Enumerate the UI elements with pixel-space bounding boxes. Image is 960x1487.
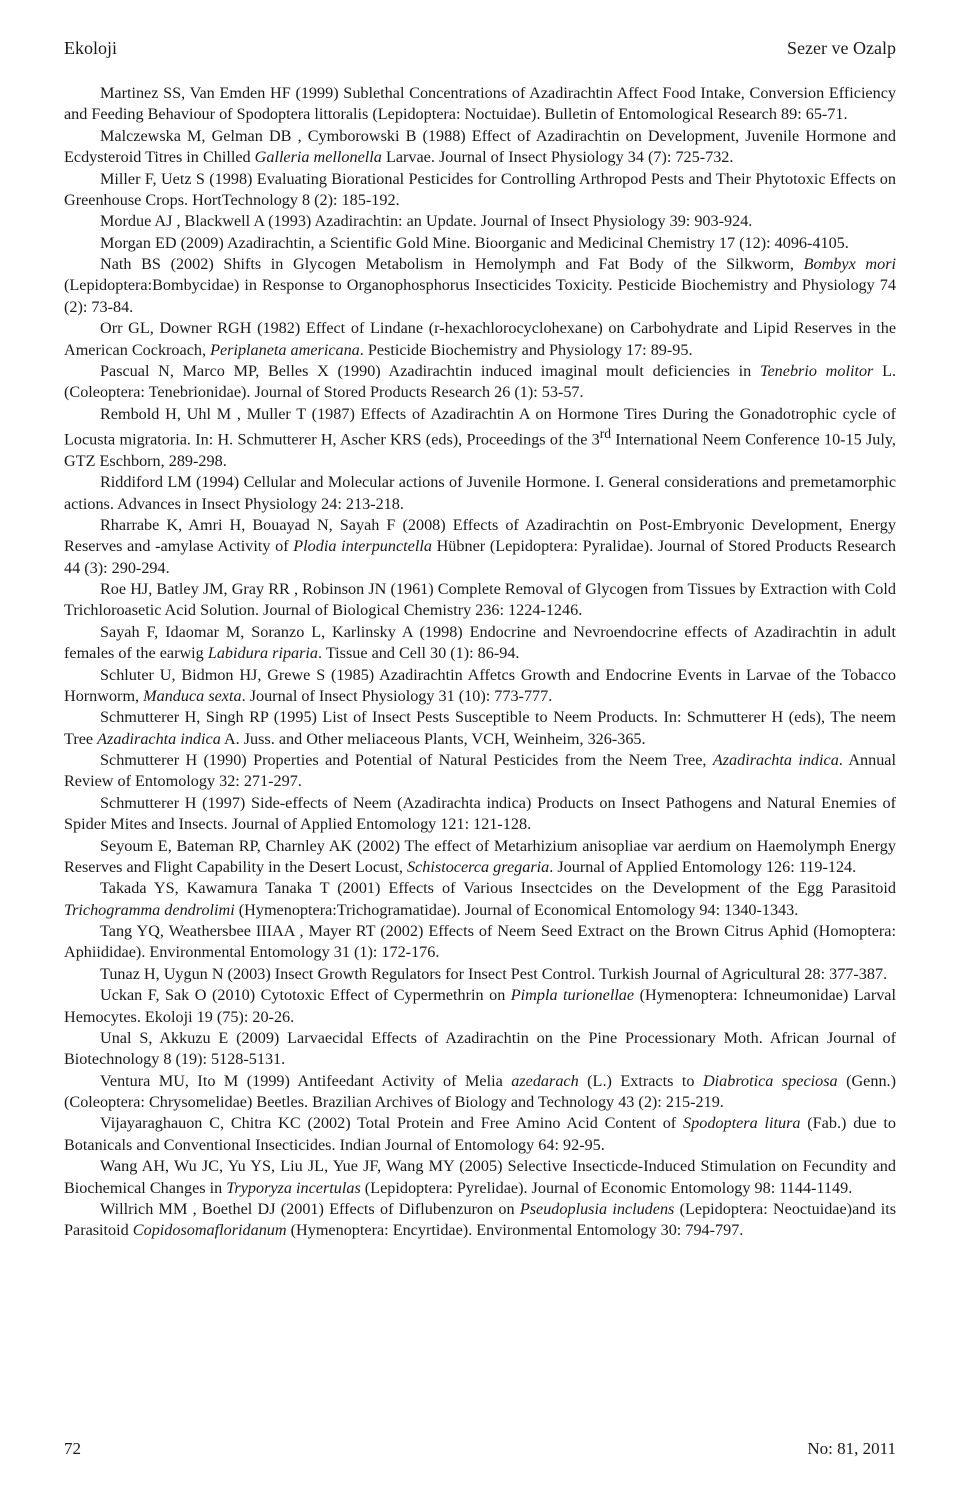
reference-entry: Tang YQ, Weathersbee IIIAA , Mayer RT (2… [64, 921, 896, 964]
reference-entry: Morgan ED (2009) Azadirachtin, a Scienti… [64, 233, 896, 254]
reference-entry: Willrich MM , Boethel DJ (2001) Effects … [64, 1199, 896, 1242]
reference-entry: Schmutterer H (1990) Properties and Pote… [64, 750, 896, 793]
reference-entry: Schluter U, Bidmon HJ, Grewe S (1985) Az… [64, 665, 896, 708]
reference-entry: Mordue AJ , Blackwell A (1993) Azadirach… [64, 211, 896, 232]
reference-entry: Rharrabe K, Amri H, Bouayad N, Sayah F (… [64, 515, 896, 579]
reference-entry: Martinez SS, Van Emden HF (1999) Subleth… [64, 83, 896, 126]
reference-entry: Schmutterer H (1997) Side-effects of Nee… [64, 793, 896, 836]
reference-list: Martinez SS, Van Emden HF (1999) Subleth… [64, 83, 896, 1242]
reference-entry: Sayah F, Idaomar M, Soranzo L, Karlinsky… [64, 622, 896, 665]
reference-entry: Rembold H, Uhl M , Muller T (1987) Effec… [64, 404, 896, 473]
reference-entry: Nath BS (2002) Shifts in Glycogen Metabo… [64, 254, 896, 318]
reference-entry: Riddiford LM (1994) Cellular and Molecul… [64, 472, 896, 515]
reference-entry: Pascual N, Marco MP, Belles X (1990) Aza… [64, 361, 896, 404]
issue-label: No: 81, 2011 [807, 1439, 896, 1459]
reference-entry: Tunaz H, Uygun N (2003) Insect Growth Re… [64, 964, 896, 985]
page-number: 72 [64, 1439, 81, 1459]
reference-entry: Unal S, Akkuzu E (2009) Larvaecidal Effe… [64, 1028, 896, 1071]
reference-entry: Orr GL, Downer RGH (1982) Effect of Lind… [64, 318, 896, 361]
reference-entry: Takada YS, Kawamura Tanaka T (2001) Effe… [64, 878, 896, 921]
reference-entry: Roe HJ, Batley JM, Gray RR , Robinson JN… [64, 579, 896, 622]
reference-entry: Seyoum E, Bateman RP, Charnley AK (2002)… [64, 836, 896, 879]
reference-entry: Miller F, Uetz S (1998) Evaluating Biora… [64, 169, 896, 212]
journal-name: Ekoloji [64, 38, 117, 59]
reference-entry: Schmutterer H, Singh RP (1995) List of I… [64, 707, 896, 750]
reference-entry: Ventura MU, Ito M (1999) Antifeedant Act… [64, 1071, 896, 1114]
running-head: Ekoloji Sezer ve Ozalp [64, 38, 896, 59]
reference-entry: Wang AH, Wu JC, Yu YS, Liu JL, Yue JF, W… [64, 1156, 896, 1199]
reference-entry: Uckan F, Sak O (2010) Cytotoxic Effect o… [64, 985, 896, 1028]
reference-entry: Vijayaraghauon C, Chitra KC (2002) Total… [64, 1113, 896, 1156]
page-footer: 72 No: 81, 2011 [64, 1439, 896, 1459]
reference-entry: Malczewska M, Gelman DB , Cymborowski B … [64, 126, 896, 169]
authors-head: Sezer ve Ozalp [787, 38, 896, 59]
page: Ekoloji Sezer ve Ozalp Martinez SS, Van … [0, 0, 960, 1487]
